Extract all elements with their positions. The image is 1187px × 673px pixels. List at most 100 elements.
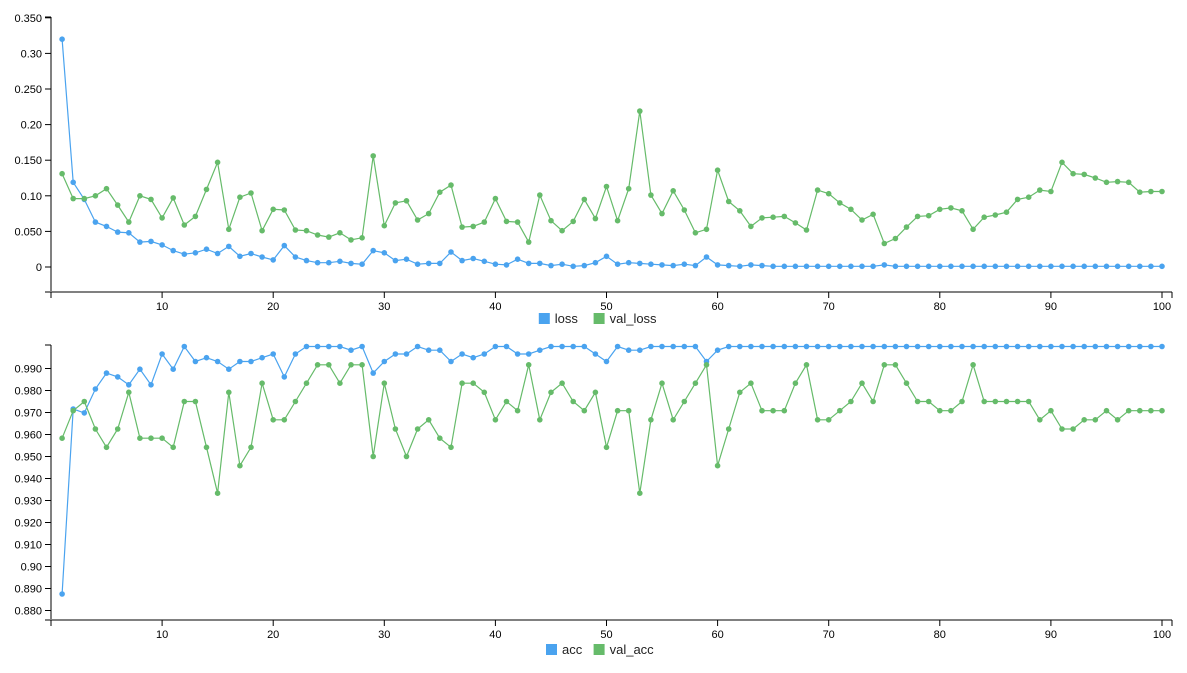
- data-point[interactable]: [281, 374, 288, 380]
- data-point[interactable]: [792, 220, 799, 226]
- data-point[interactable]: [214, 358, 221, 365]
- data-point[interactable]: [559, 227, 565, 234]
- legend-item-loss[interactable]: loss: [538, 311, 579, 326]
- data-point[interactable]: [1070, 263, 1076, 270]
- data-point[interactable]: [292, 351, 299, 357]
- data-point[interactable]: [1003, 209, 1010, 215]
- data-point[interactable]: [925, 212, 932, 219]
- data-point[interactable]: [1092, 343, 1099, 350]
- data-point[interactable]: [414, 261, 421, 268]
- data-point[interactable]: [1048, 407, 1054, 414]
- data-point[interactable]: [425, 347, 432, 354]
- data-point[interactable]: [226, 366, 232, 373]
- data-point[interactable]: [1070, 426, 1076, 432]
- data-point[interactable]: [126, 230, 132, 236]
- data-point[interactable]: [359, 261, 365, 268]
- data-point[interactable]: [137, 435, 143, 442]
- data-point[interactable]: [937, 206, 943, 213]
- data-point[interactable]: [470, 255, 477, 262]
- data-point[interactable]: [503, 343, 510, 350]
- data-point[interactable]: [770, 407, 776, 414]
- data-point[interactable]: [1159, 343, 1165, 350]
- data-point[interactable]: [459, 380, 465, 387]
- data-point[interactable]: [859, 380, 865, 387]
- data-point[interactable]: [1092, 175, 1099, 181]
- data-point[interactable]: [670, 417, 676, 423]
- data-point[interactable]: [270, 351, 277, 357]
- data-point[interactable]: [614, 217, 621, 224]
- data-point[interactable]: [570, 218, 576, 225]
- data-point[interactable]: [470, 380, 477, 387]
- data-point[interactable]: [159, 242, 165, 248]
- data-point[interactable]: [714, 347, 721, 354]
- data-point[interactable]: [226, 226, 232, 233]
- legend-item-val_loss[interactable]: val_loss: [593, 311, 657, 326]
- data-point[interactable]: [948, 343, 954, 350]
- data-point[interactable]: [148, 196, 154, 203]
- data-point[interactable]: [270, 417, 277, 423]
- data-point[interactable]: [725, 198, 732, 205]
- data-point[interactable]: [748, 262, 754, 268]
- data-point[interactable]: [659, 210, 665, 217]
- data-point[interactable]: [514, 351, 521, 357]
- data-point[interactable]: [759, 407, 765, 414]
- data-point[interactable]: [681, 261, 688, 268]
- data-point[interactable]: [703, 254, 710, 260]
- data-point[interactable]: [370, 453, 377, 460]
- data-point[interactable]: [214, 250, 221, 257]
- data-point[interactable]: [1003, 398, 1010, 405]
- data-point[interactable]: [970, 343, 976, 350]
- data-point[interactable]: [659, 343, 665, 350]
- data-point[interactable]: [1159, 188, 1165, 195]
- data-point[interactable]: [981, 214, 987, 220]
- data-point[interactable]: [614, 261, 621, 268]
- data-point[interactable]: [859, 343, 865, 350]
- data-point[interactable]: [770, 343, 776, 350]
- data-point[interactable]: [792, 380, 799, 387]
- data-point[interactable]: [759, 262, 765, 269]
- data-point[interactable]: [237, 358, 243, 365]
- data-point[interactable]: [492, 195, 499, 202]
- data-point[interactable]: [870, 343, 876, 350]
- data-point[interactable]: [625, 185, 632, 192]
- data-point[interactable]: [514, 256, 521, 263]
- data-point[interactable]: [126, 382, 132, 388]
- data-point[interactable]: [1014, 343, 1021, 350]
- data-point[interactable]: [326, 259, 332, 266]
- data-point[interactable]: [1037, 187, 1043, 193]
- data-point[interactable]: [1103, 179, 1110, 186]
- data-point[interactable]: [481, 258, 488, 265]
- data-point[interactable]: [659, 380, 665, 387]
- data-point[interactable]: [337, 343, 343, 350]
- data-point[interactable]: [348, 347, 354, 354]
- data-point[interactable]: [270, 206, 277, 213]
- data-point[interactable]: [503, 398, 510, 405]
- data-point[interactable]: [159, 351, 165, 357]
- data-point[interactable]: [1081, 263, 1087, 270]
- data-point[interactable]: [1025, 343, 1032, 350]
- data-point[interactable]: [881, 362, 888, 368]
- data-point[interactable]: [1103, 343, 1110, 350]
- data-point[interactable]: [137, 193, 143, 199]
- data-point[interactable]: [892, 343, 899, 350]
- data-point[interactable]: [1137, 263, 1143, 270]
- data-point[interactable]: [503, 218, 510, 225]
- data-point[interactable]: [803, 362, 810, 368]
- data-point[interactable]: [848, 398, 854, 405]
- data-point[interactable]: [103, 185, 110, 192]
- data-point[interactable]: [692, 262, 699, 269]
- data-point[interactable]: [848, 206, 854, 213]
- data-point[interactable]: [592, 389, 599, 396]
- data-point[interactable]: [970, 362, 976, 368]
- data-point[interactable]: [837, 200, 843, 206]
- data-point[interactable]: [814, 187, 821, 193]
- data-point[interactable]: [192, 398, 199, 405]
- data-point[interactable]: [703, 226, 710, 233]
- data-point[interactable]: [648, 417, 654, 423]
- data-point[interactable]: [581, 196, 588, 203]
- data-point[interactable]: [1014, 398, 1021, 405]
- data-point[interactable]: [59, 435, 65, 442]
- data-point[interactable]: [1025, 263, 1032, 270]
- data-point[interactable]: [248, 358, 254, 365]
- data-point[interactable]: [925, 263, 932, 270]
